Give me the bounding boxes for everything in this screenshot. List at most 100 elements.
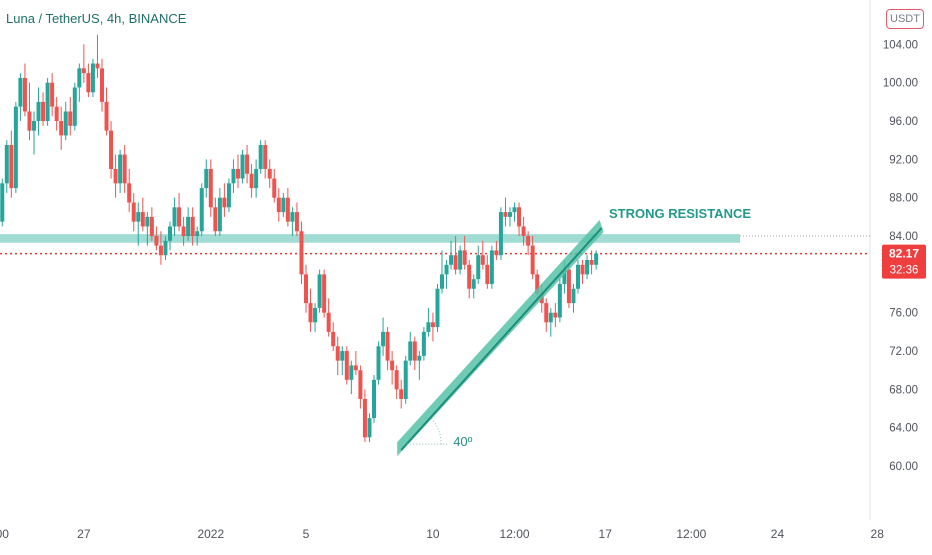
candle bbox=[326, 312, 331, 332]
symbol-title[interactable]: Luna / TetherUS, 4h, BINANCE bbox=[6, 11, 187, 26]
candle bbox=[430, 322, 435, 328]
candle bbox=[68, 111, 73, 126]
candle bbox=[86, 73, 91, 93]
candle bbox=[285, 197, 290, 222]
candle bbox=[372, 379, 376, 419]
candle bbox=[589, 260, 594, 265]
candle bbox=[0, 183, 5, 222]
candle bbox=[177, 207, 182, 227]
candle bbox=[45, 82, 50, 122]
candle bbox=[236, 168, 240, 179]
candle bbox=[512, 207, 517, 213]
candle bbox=[530, 245, 535, 275]
candle bbox=[72, 87, 77, 126]
candle bbox=[199, 188, 204, 232]
candle bbox=[417, 355, 422, 361]
candle bbox=[313, 307, 318, 323]
candle bbox=[100, 68, 104, 102]
candle bbox=[566, 269, 571, 304]
candle bbox=[136, 212, 141, 222]
price-axis[interactable]: 60.0064.0068.0072.0076.0080.0084.0088.00… bbox=[883, 39, 918, 473]
candle bbox=[331, 331, 336, 347]
candle bbox=[254, 168, 259, 189]
candle bbox=[340, 351, 345, 361]
time-tick-label: 17 bbox=[599, 527, 613, 541]
candle bbox=[272, 178, 277, 198]
angle-arc bbox=[430, 417, 442, 445]
candle bbox=[168, 226, 172, 241]
candle bbox=[503, 212, 508, 217]
candle bbox=[109, 130, 114, 169]
candle bbox=[494, 250, 499, 256]
price-tag-layer: 82.17 32:36 bbox=[882, 244, 926, 279]
candle bbox=[353, 365, 358, 371]
candle bbox=[517, 207, 522, 227]
candle bbox=[208, 168, 213, 208]
price-tick-label: 92.00 bbox=[889, 154, 918, 166]
candle bbox=[381, 331, 386, 347]
candle bbox=[186, 216, 191, 237]
candle bbox=[59, 121, 64, 136]
candle bbox=[489, 250, 494, 284]
candle bbox=[594, 253, 599, 265]
candle bbox=[195, 231, 200, 237]
candle bbox=[4, 145, 9, 184]
candle bbox=[462, 250, 467, 265]
candle bbox=[258, 145, 263, 169]
candle bbox=[349, 365, 354, 380]
candle bbox=[213, 207, 218, 232]
annotation-layer: STRONG RESISTANCE 40º bbox=[401, 206, 751, 449]
candle bbox=[421, 331, 426, 356]
candle bbox=[403, 360, 408, 399]
candle bbox=[476, 255, 481, 280]
candles-layer bbox=[0, 34, 599, 443]
trendline[interactable] bbox=[400, 227, 603, 451]
time-tick-label: 10 bbox=[426, 527, 440, 541]
candle bbox=[90, 63, 95, 93]
candle bbox=[190, 216, 195, 237]
candle bbox=[9, 145, 14, 189]
candle bbox=[118, 154, 123, 184]
candle bbox=[458, 250, 463, 270]
candle bbox=[367, 418, 372, 438]
candle bbox=[376, 346, 381, 380]
candle bbox=[32, 121, 36, 131]
candle bbox=[358, 370, 363, 399]
resistance-zone[interactable] bbox=[0, 234, 740, 243]
candle bbox=[585, 260, 590, 275]
trendline-layer[interactable] bbox=[397, 220, 604, 457]
candle bbox=[63, 111, 68, 136]
candle bbox=[485, 264, 490, 284]
price-tick-label: 60.00 bbox=[889, 461, 918, 473]
candle bbox=[181, 226, 186, 237]
angle-label: 40º bbox=[453, 434, 472, 449]
candle bbox=[449, 255, 454, 265]
candle bbox=[408, 341, 413, 361]
candle bbox=[557, 283, 562, 318]
candle bbox=[290, 212, 295, 222]
candle bbox=[145, 216, 150, 227]
price-tick-label: 72.00 bbox=[889, 346, 918, 358]
candle bbox=[399, 389, 404, 399]
candle bbox=[562, 269, 567, 284]
candle bbox=[553, 312, 558, 318]
currency-badge[interactable]: USDT bbox=[886, 9, 924, 29]
time-tick-label: 12:00 bbox=[500, 527, 530, 541]
price-tag-countdown: 32:36 bbox=[890, 265, 919, 277]
candle bbox=[576, 264, 580, 289]
candle bbox=[140, 212, 145, 227]
time-tick-label: 24 bbox=[771, 527, 785, 541]
candle bbox=[390, 360, 395, 371]
candle bbox=[41, 101, 46, 122]
candle bbox=[104, 101, 109, 131]
candle bbox=[521, 226, 526, 237]
candle bbox=[440, 274, 444, 289]
candle bbox=[544, 303, 549, 323]
candle bbox=[95, 63, 100, 69]
candle bbox=[435, 288, 440, 328]
candle bbox=[222, 197, 227, 208]
price-tick-label: 64.00 bbox=[889, 423, 918, 435]
